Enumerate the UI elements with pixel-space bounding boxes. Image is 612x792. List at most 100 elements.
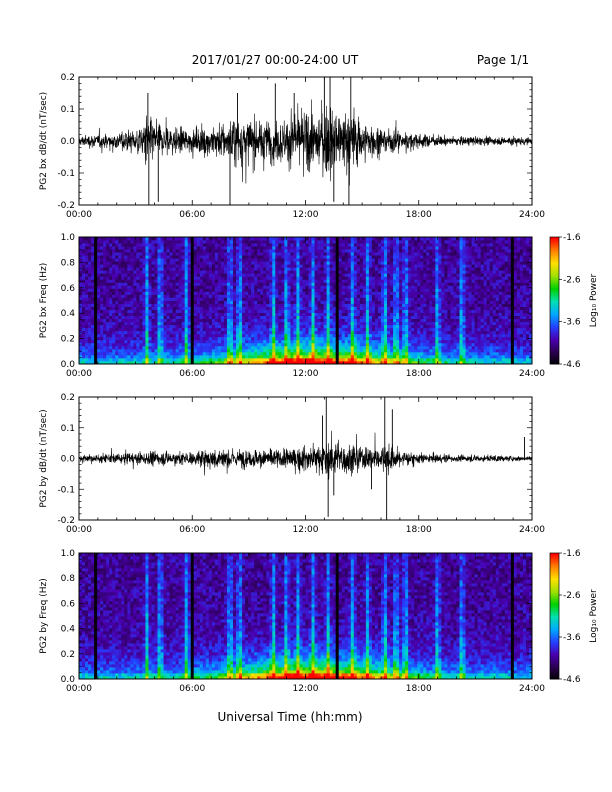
spectrogram-cell xyxy=(175,267,180,271)
spectrogram-cell xyxy=(266,315,270,320)
spectrogram-cell xyxy=(362,303,367,307)
spectrogram-cell xyxy=(362,360,367,365)
spectrogram-cell xyxy=(151,285,155,289)
spectrogram-cell xyxy=(311,261,315,265)
spectrogram-cell xyxy=(405,303,409,307)
spectrogram-cell xyxy=(154,252,158,256)
spectrogram-cell xyxy=(387,336,391,341)
spectrogram-cell xyxy=(257,321,261,326)
spectrogram-cell xyxy=(374,360,379,365)
spectrogram-cell xyxy=(103,261,107,265)
spectrogram-cell xyxy=(97,324,101,329)
spectrogram-cell xyxy=(347,255,352,259)
spectrogram-cell xyxy=(390,270,394,274)
spectrogram-cell xyxy=(260,315,264,320)
spectrogram-cell xyxy=(230,294,234,298)
spectrogram-cell xyxy=(260,324,264,329)
spectrogram-cell xyxy=(239,288,243,292)
spectrogram-cell xyxy=(145,342,149,347)
spectrogram-cell xyxy=(381,318,385,323)
spectrogram-cell xyxy=(320,267,325,271)
spectrogram-cell xyxy=(211,267,216,271)
spectrogram-cell xyxy=(332,294,337,298)
spectrogram-cell xyxy=(344,285,349,289)
spectrogram-cell xyxy=(199,357,204,362)
spectrogram-cell xyxy=(91,240,95,244)
spectrogram-cell xyxy=(211,324,216,329)
spectrogram-cell xyxy=(305,279,309,283)
spectrogram-cell xyxy=(329,267,334,271)
y-tick-label: -0.1 xyxy=(57,169,75,179)
spectrogram-cell xyxy=(290,300,294,304)
spectrogram-cell xyxy=(226,336,231,341)
spectrogram-cell xyxy=(178,294,183,298)
spectrogram-cell xyxy=(151,261,155,265)
spectrogram-cell xyxy=(347,357,352,362)
spectrogram-cell xyxy=(371,345,376,350)
spectrogram-cell xyxy=(314,327,318,332)
spectrogram-cell xyxy=(302,330,306,335)
spectrogram-cell xyxy=(326,354,331,359)
spectrogram-cell xyxy=(329,315,334,320)
spectrogram-cell xyxy=(163,282,167,286)
spectrogram-cell xyxy=(368,360,373,365)
spectrogram-cell xyxy=(257,318,261,323)
spectrogram-cell xyxy=(377,351,382,356)
spectrogram-cell xyxy=(181,288,186,292)
spectrogram-cell xyxy=(417,318,421,323)
spectrogram-cell xyxy=(323,354,328,359)
spectrogram-cell xyxy=(220,327,225,332)
spectrogram-cell xyxy=(408,246,412,250)
spectrogram-cell xyxy=(374,282,379,286)
spectrogram-cell xyxy=(393,309,397,313)
spectrogram-cell xyxy=(223,306,228,310)
spectrogram-cell xyxy=(257,345,261,350)
spectrogram-cell xyxy=(226,285,231,289)
spectrogram-cell xyxy=(387,243,391,247)
spectrogram-cell xyxy=(350,342,355,347)
spectrogram-cell xyxy=(230,291,234,295)
spectrogram-cell xyxy=(299,285,303,289)
spectrogram-cell xyxy=(411,351,415,356)
spectrogram-cell xyxy=(82,315,86,320)
spectrogram-cell xyxy=(190,312,195,317)
spectrogram-cell xyxy=(226,339,231,344)
spectrogram-cell xyxy=(82,339,86,344)
spectrogram-cell xyxy=(323,291,328,295)
spectrogram-cell xyxy=(248,240,252,244)
spectrogram-cell xyxy=(317,264,321,268)
spectrogram-cell xyxy=(326,258,331,262)
spectrogram-cell xyxy=(396,255,400,259)
spectrogram-cell xyxy=(172,321,177,326)
spectrogram-cell xyxy=(356,255,361,259)
spectrogram-cell xyxy=(157,345,161,350)
spectrogram-cell xyxy=(190,267,195,271)
spectrogram-cell xyxy=(217,339,222,344)
spectrogram-cell xyxy=(236,255,240,259)
spectrogram-cell xyxy=(139,237,143,241)
spectrogram-cell xyxy=(423,303,427,307)
spectrogram-cell xyxy=(148,282,152,286)
spectrogram-cell xyxy=(184,312,189,317)
spectrogram-cell xyxy=(323,282,328,286)
spectrogram-cell xyxy=(190,261,195,265)
spectrogram-cell xyxy=(142,303,146,307)
spectrogram-cell xyxy=(130,348,134,353)
spectrogram-cell xyxy=(381,297,385,301)
spectrogram-cell xyxy=(356,303,361,307)
spectrogram-cell xyxy=(178,336,183,341)
spectrogram-cell xyxy=(136,258,140,262)
spectrogram-cell xyxy=(217,297,222,301)
spectrogram-cell xyxy=(293,288,297,292)
spectrogram-cell xyxy=(293,360,297,365)
spectrogram-cell xyxy=(290,324,294,329)
spectrogram-cell xyxy=(402,264,406,268)
spectrogram-cell xyxy=(411,327,415,332)
spectrogram-cell xyxy=(239,321,243,326)
spectrogram-cell xyxy=(314,318,318,323)
spectrogram-cell xyxy=(293,354,297,359)
spectrogram-cell xyxy=(323,315,328,320)
spectrogram-cell xyxy=(157,261,161,265)
spectrogram-cell xyxy=(326,342,331,347)
spectrogram-cell xyxy=(299,321,303,326)
